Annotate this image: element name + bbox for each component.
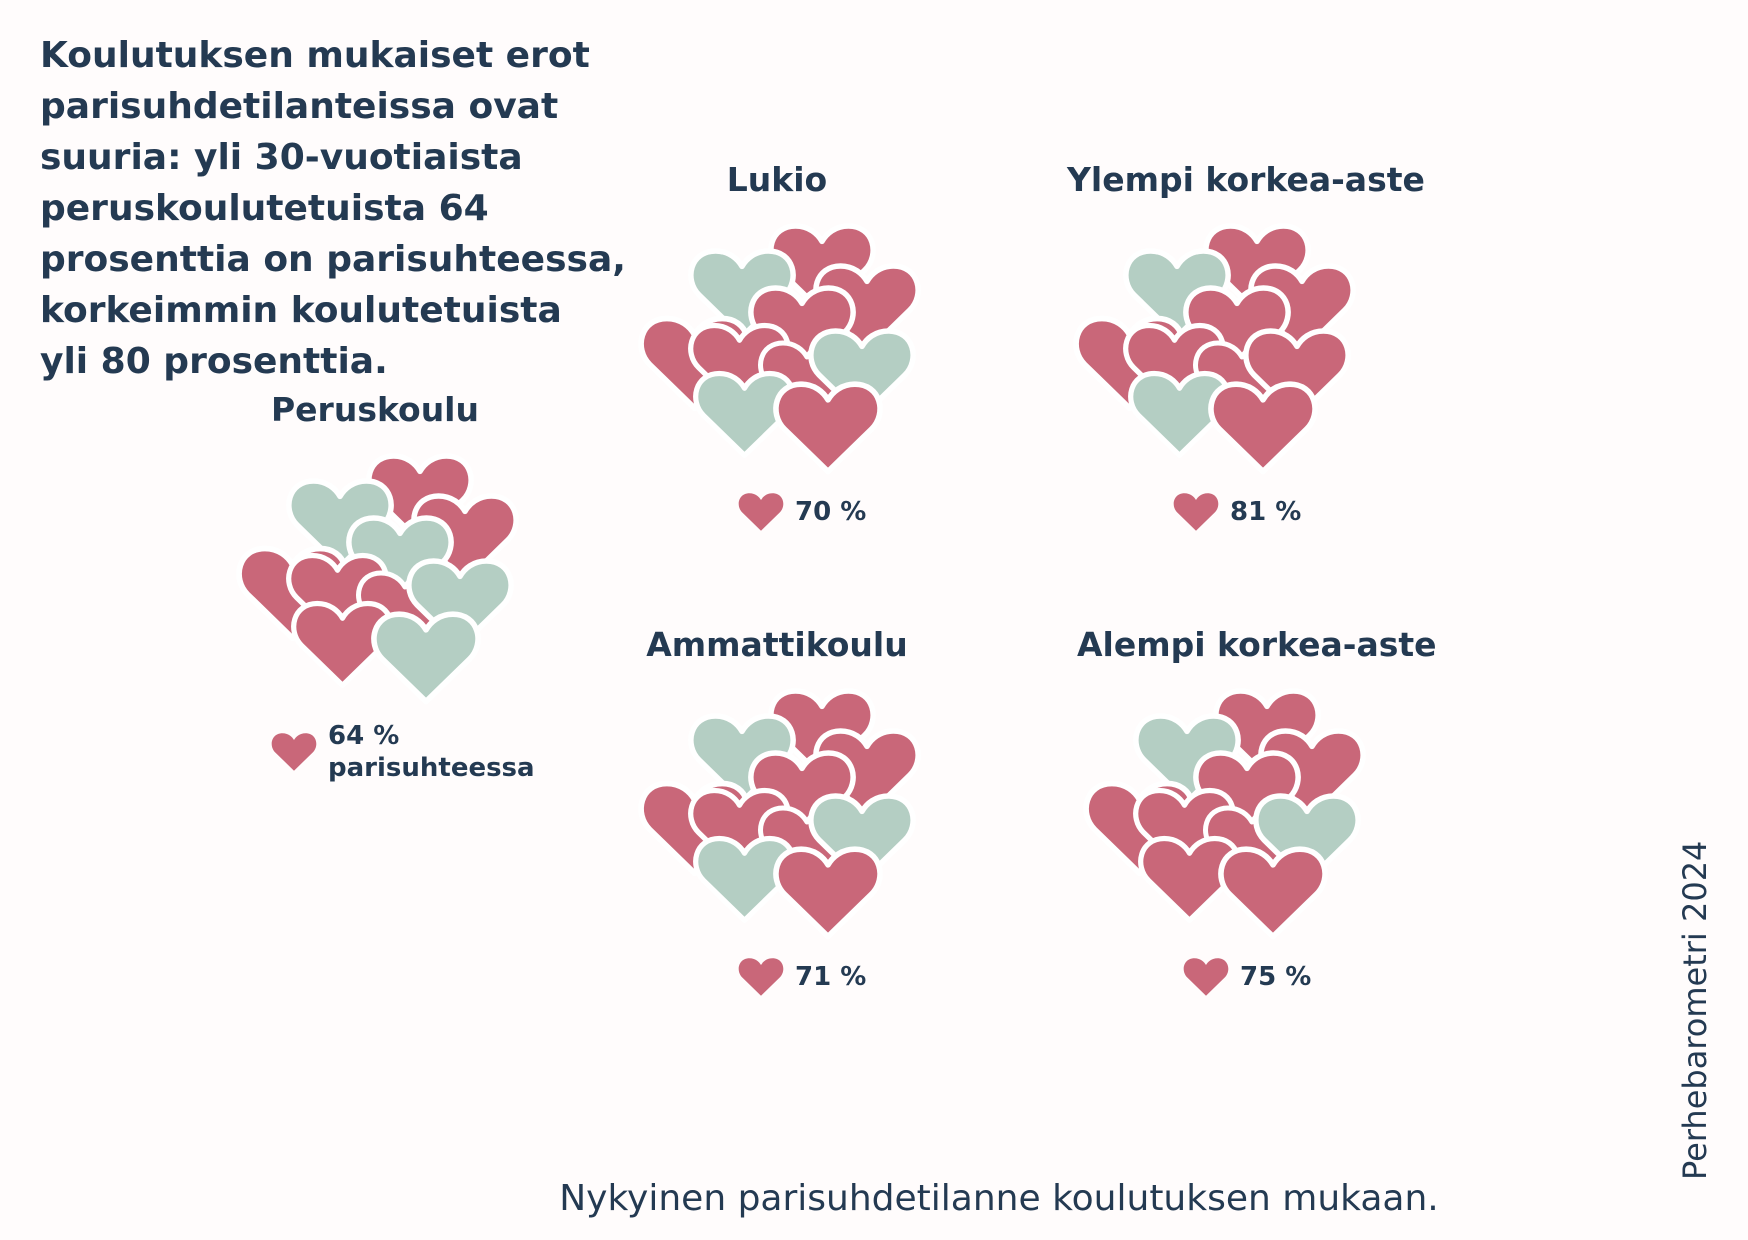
heart-icon [808,793,916,885]
heart-icon [1218,846,1328,940]
heart-icon [346,515,454,607]
value-label: 71 % [737,955,866,999]
heart-cluster [638,223,921,475]
value-text: 75 % [1240,962,1312,992]
heart-icon [1243,328,1351,420]
heart-icon [1133,787,1236,876]
heart-cluster [236,453,519,705]
heart-icon [1258,728,1366,820]
group-title: Ylempi korkea-aste [1067,160,1425,199]
heart-icon [1208,381,1318,475]
heart-icon [813,263,921,355]
heart-icon [271,733,317,771]
heart-icon [411,493,519,585]
heart-icon [406,558,514,650]
group-ammattikoulu: Ammattikoulu 71 % [632,625,922,1045]
intro-text: Koulutuksen mukaiset erot parisuhdetilan… [40,35,626,382]
heart-icon [748,285,856,377]
group-peruskoulu: Peruskoulu 64 % parisuhteessa [230,390,535,810]
heart-icon [1253,793,1361,885]
heart-icon [688,787,791,876]
value-text: 81 % [1230,497,1302,527]
group-lukio: Lukio 70 % [632,160,922,580]
value-label: 70 % [737,490,866,534]
group-title: Ammattikoulu [646,625,908,664]
value-label: 81 % [1172,490,1301,534]
heart-icon [768,223,876,315]
heart-icon [366,453,474,545]
heart-icon [748,750,856,842]
heart-icon [1203,223,1311,315]
chart-caption: Nykyinen parisuhdetilanne koulutuksen mu… [559,1178,1439,1219]
heart-cluster [1083,688,1366,940]
heart-icon [773,846,883,940]
heart-icon [813,728,921,820]
heart-icon [1133,713,1241,805]
heart-icon [738,958,784,996]
heart-icon [1123,322,1226,411]
heart-icon [808,328,916,420]
heart-icon [1173,493,1219,531]
heart-cluster [1073,223,1356,475]
value-text: 71 % [795,962,867,992]
heart-icon [738,493,784,531]
heart-icon [768,688,876,780]
heart-cluster [638,688,921,940]
heart-icon [1183,285,1291,377]
heart-icon [1248,263,1356,355]
group-ylempi-korkea-aste: Ylempi korkea-aste 81 % [1067,160,1425,580]
value-text: 64 % parisuhteessa [328,721,535,783]
group-title: Alempi korkea-aste [1077,625,1437,664]
heart-icon [688,713,796,805]
group-title: Lukio [726,160,828,199]
value-label: 75 % [1182,955,1311,999]
heart-icon [371,611,481,705]
heart-icon [773,381,883,475]
value-label: 64 % parisuhteessa [270,720,535,784]
heart-icon [1123,248,1231,340]
value-text: 70 % [795,497,867,527]
group-title: Peruskoulu [270,390,479,429]
heart-icon [286,478,394,570]
heart-icon [1213,688,1321,780]
heart-icon [688,322,791,411]
heart-icon [286,552,389,641]
heart-icon [1183,958,1229,996]
source-label: Perhebarometri 2024 [1676,840,1714,1180]
group-alempi-korkea-aste: Alempi korkea-aste 75 % [1077,625,1437,1045]
heart-icon [688,248,796,340]
heart-icon [1193,750,1301,842]
